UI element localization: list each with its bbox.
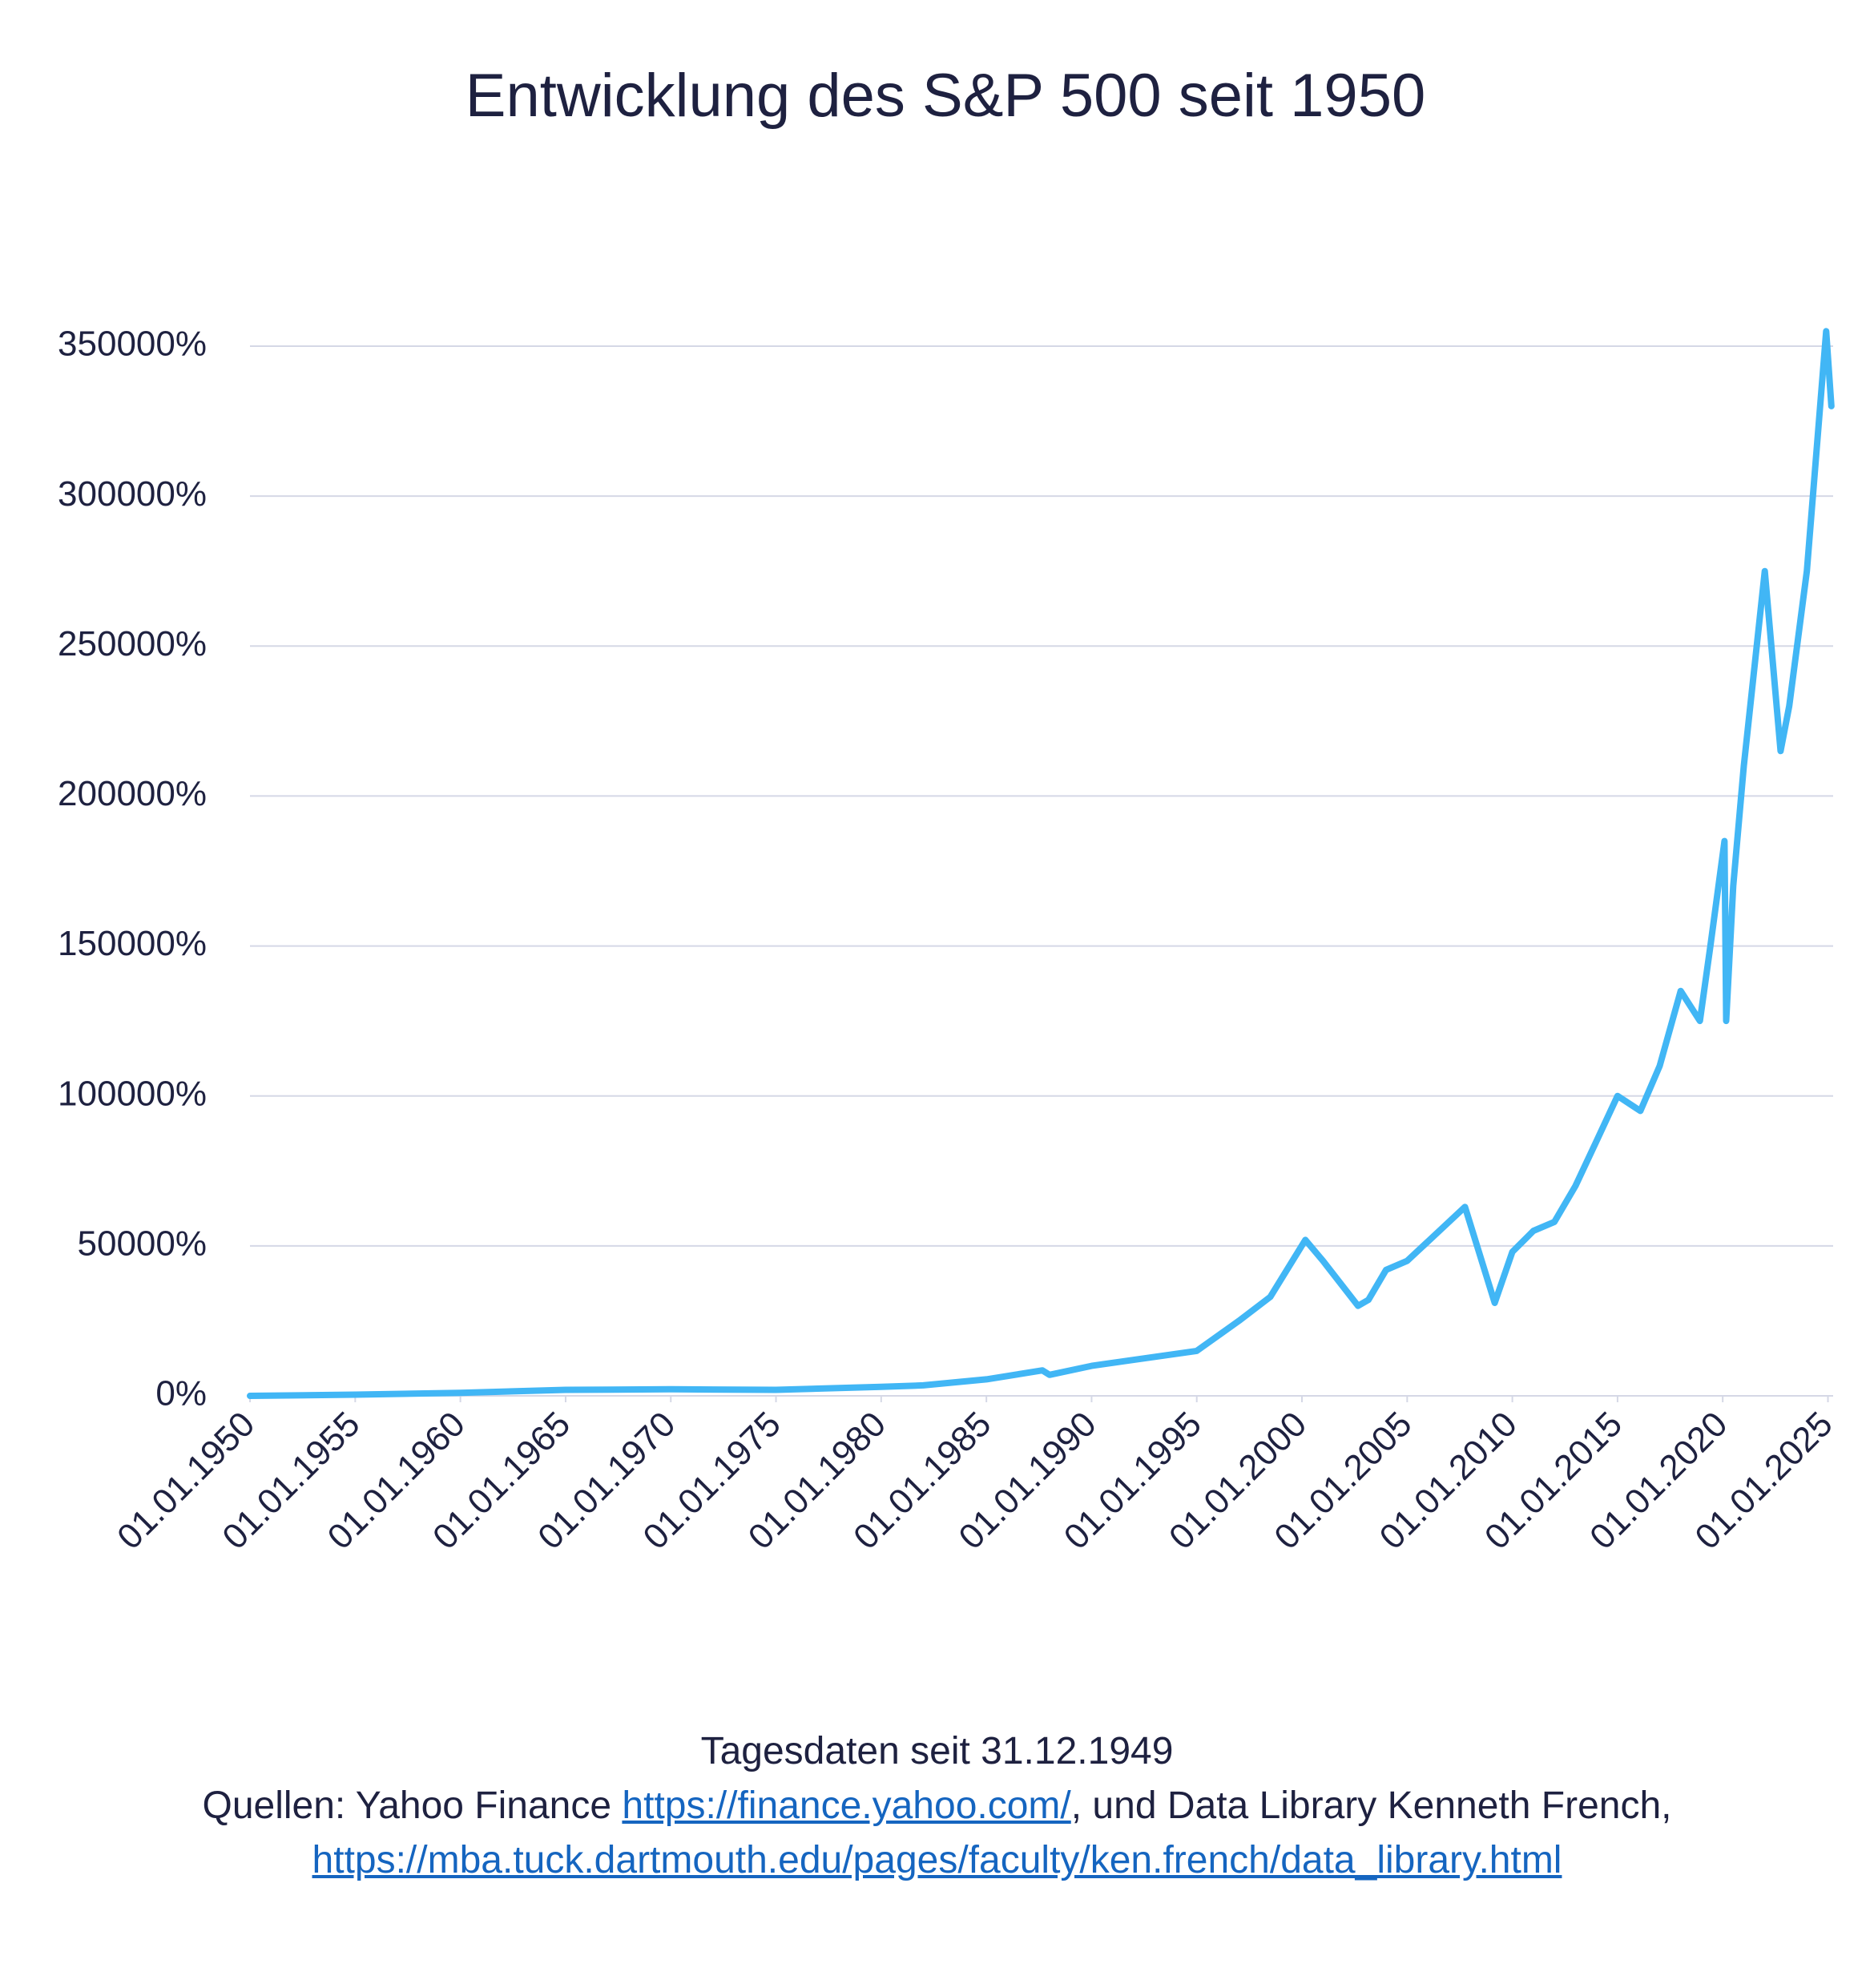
y-tick-label: 300000% [58, 474, 207, 514]
y-tick-label: 150000% [58, 924, 207, 963]
footer: Tagesdaten seit 31.12.1949 Quellen: Yaho… [0, 1724, 1874, 1888]
y-tick-label: 200000% [58, 774, 207, 813]
chart-title: Entwicklung des S&P 500 seit 1950 [465, 62, 1425, 130]
link[interactable]: https://mba.tuck.dartmouth.edu/pages/fac… [312, 1839, 1562, 1881]
y-tick-label: 0% [155, 1374, 207, 1413]
y-tick-label: 350000% [58, 325, 207, 364]
footer-line: https://mba.tuck.dartmouth.edu/pages/fac… [0, 1833, 1874, 1888]
y-tick-label: 250000% [58, 624, 207, 663]
footer-line: Tagesdaten seit 31.12.1949 [700, 1730, 1174, 1772]
y-tick-label: 100000% [58, 1074, 207, 1113]
link[interactable]: https://finance.yahoo.com/ [622, 1784, 1071, 1827]
footer-line: Quellen: Yahoo Finance https://finance.y… [0, 1779, 1874, 1833]
footer-text: , und Data Library Kenneth French, [1070, 1784, 1672, 1827]
chart: Entwicklung des S&P 500 seit 1950 0% 5000… [58, 62, 1840, 1557]
footer-text: Quellen: Yahoo Finance [202, 1784, 612, 1827]
data-line [247, 328, 1835, 1399]
y-tick-label: 50000% [78, 1224, 207, 1263]
